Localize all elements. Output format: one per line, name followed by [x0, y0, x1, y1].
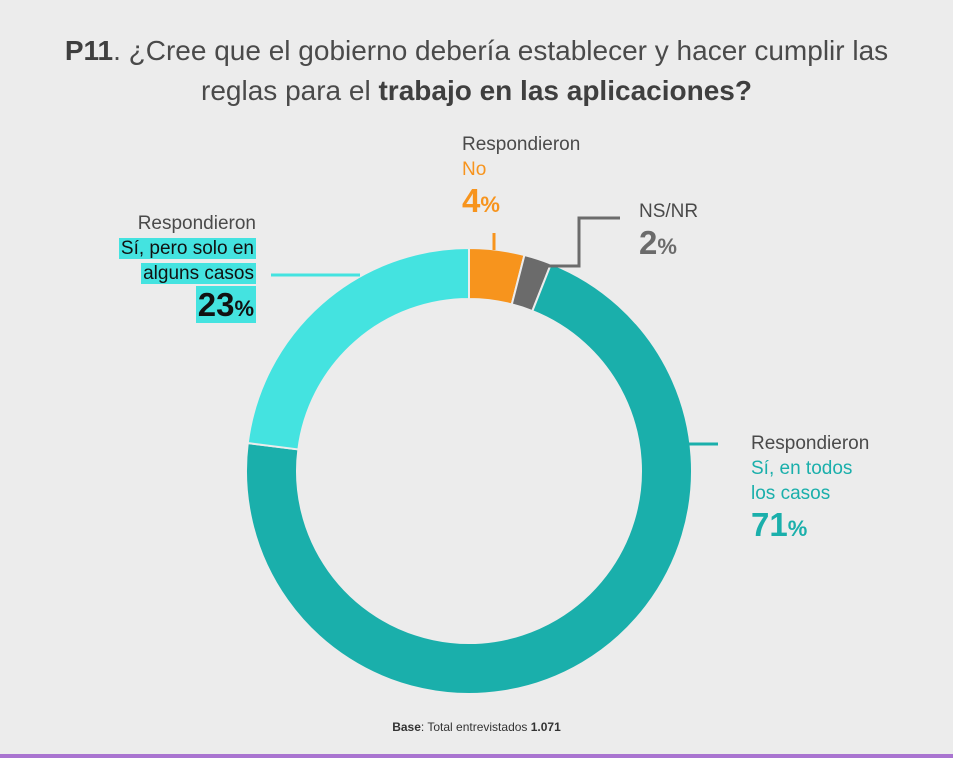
label-pero-name-1: Sí, pero solo en — [118, 236, 256, 261]
value-pero: 23 — [197, 286, 235, 323]
donut-slice-3 — [246, 246, 470, 451]
label-todos-name-2: los casos — [751, 483, 831, 504]
title-text-bold: trabajo en las aplicaciones? — [378, 75, 752, 106]
label-nsnr-value: 2% — [639, 224, 698, 266]
title-sep: . — [113, 35, 129, 66]
unit-nsnr: % — [657, 234, 677, 259]
chart-title: P11. ¿Cree que el gobierno debería estab… — [0, 31, 953, 111]
unit-no: % — [480, 192, 500, 217]
label-nsnr-name: NS/NR — [639, 201, 699, 222]
question-code: P11 — [64, 35, 114, 66]
donut-slice-2 — [245, 262, 693, 695]
unit-pero: % — [234, 296, 254, 321]
label-pero: Respondieron Sí, pero solo en alguns cas… — [118, 211, 256, 328]
label-todos-name-1: Sí, en todos — [751, 458, 853, 479]
label-pero-prefix: Respondieron — [137, 213, 256, 234]
value-no: 4 — [462, 182, 481, 219]
label-no-name: No — [462, 159, 487, 180]
label-todos-value: 71% — [751, 506, 869, 548]
footer-text: : Total entrevistados — [420, 720, 531, 734]
label-no-prefix: Respondieron — [462, 134, 581, 155]
label-pero-value-box: 23% — [195, 286, 256, 323]
value-todos: 71 — [751, 506, 788, 543]
leader-line-nsnr — [537, 216, 620, 268]
footer-value: 1.071 — [530, 720, 561, 734]
footer-base: Base: Total entrevistados 1.071 — [0, 720, 953, 734]
label-no: Respondieron No 4% — [462, 132, 580, 224]
label-pero-name-2: alguns casos — [119, 261, 256, 286]
label-nsnr: NS/NR 2% — [639, 199, 698, 266]
title-text-1: ¿Cree que el gobierno debería establecer… — [128, 35, 889, 66]
value-nsnr: 2 — [639, 224, 658, 261]
title-line-1: P11. ¿Cree que el gobierno debería estab… — [0, 31, 953, 71]
label-no-value: 4% — [462, 182, 580, 224]
footer-label: Base — [392, 720, 421, 734]
label-pero-value: 23% — [119, 286, 256, 328]
label-pero-name-1-text: Sí, pero solo en — [118, 238, 256, 259]
label-pero-name-2-text: alguns casos — [141, 263, 256, 284]
label-todos-prefix: Respondieron — [751, 433, 870, 454]
title-line-2: reglas para el trabajo en las aplicacion… — [0, 71, 953, 111]
title-text-2: reglas para el — [201, 75, 379, 106]
bottom-rule — [0, 754, 953, 758]
unit-todos: % — [787, 516, 808, 541]
donut-slices — [245, 246, 693, 695]
label-todos: Respondieron Sí, en todos los casos 71% — [751, 431, 869, 548]
